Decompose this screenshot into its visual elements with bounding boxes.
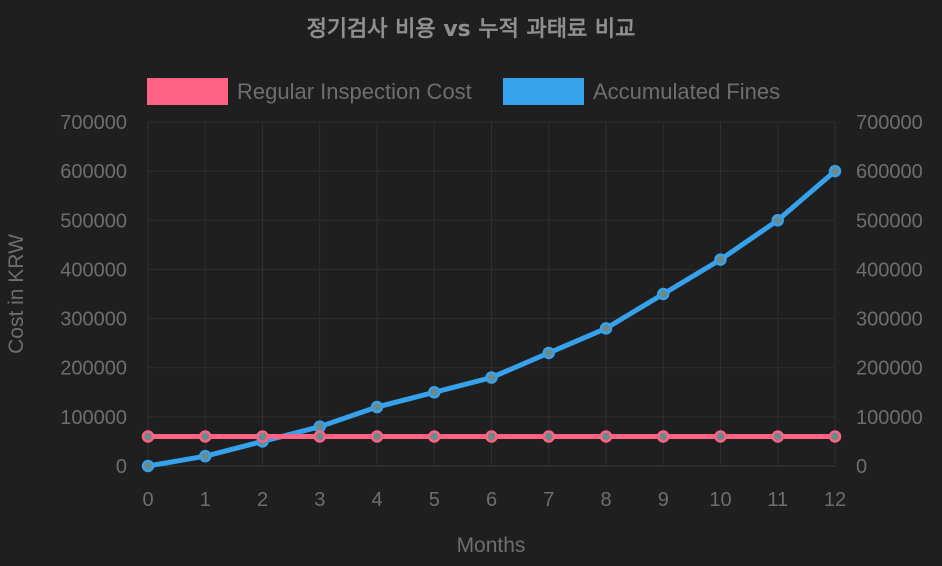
x-tick-label: 10 [709, 489, 731, 511]
data-point [771, 214, 784, 227]
legend-label: Regular Inspection Cost [237, 79, 472, 104]
y-tick-left-label: 500000 [60, 210, 127, 232]
grid-lines [147, 121, 836, 467]
y-tick-right-label: 400000 [856, 259, 923, 281]
y-axis-left: 0 100000 200000 300000 400000 500000 600000 700… [60, 112, 127, 478]
legend: Regular Inspection Cost Accumulated Fines [147, 78, 780, 105]
y-tick-right-label: 700000 [856, 112, 923, 134]
data-point [485, 371, 498, 384]
x-tick-label: 3 [314, 489, 325, 511]
y-tick-right-label: 300000 [856, 309, 923, 331]
data-point [542, 430, 555, 443]
data-point [141, 430, 155, 443]
data-point [428, 430, 441, 443]
y-axis-title: Cost in KRW [5, 234, 28, 354]
legend-swatch [503, 78, 584, 105]
y-tick-left-label: 200000 [60, 358, 127, 380]
y-tick-right-label: 600000 [856, 161, 923, 183]
data-point [428, 386, 441, 399]
x-axis-title: Months [457, 534, 526, 557]
data-point [370, 400, 384, 414]
data-point [313, 430, 326, 443]
y-tick-right-label: 100000 [856, 407, 923, 429]
x-tick-label: 4 [371, 489, 382, 511]
data-point [599, 430, 613, 443]
x-tick-label: 9 [658, 489, 669, 511]
data-point [599, 322, 613, 335]
y-tick-left-label: 300000 [60, 309, 127, 331]
y-tick-left-label: 600000 [60, 161, 127, 183]
x-tick-label: 8 [600, 489, 611, 511]
data-point [485, 430, 498, 443]
y-tick-right-label: 0 [856, 456, 867, 478]
y-tick-right-label: 200000 [856, 358, 923, 380]
data-point [256, 430, 269, 443]
y-tick-left-label: 100000 [60, 407, 127, 429]
x-tick-label: 1 [200, 489, 211, 511]
data-point [657, 287, 670, 301]
y-tick-left-label: 400000 [60, 259, 127, 281]
x-tick-label: 5 [429, 489, 440, 511]
data-point [542, 346, 555, 360]
data-point [657, 430, 670, 443]
data-point [313, 420, 326, 433]
data-point [828, 164, 842, 178]
x-axis: 0 1 2 3 4 5 6 7 8 9 10 11 12 [142, 489, 846, 511]
data-point [199, 430, 212, 443]
series-layer [141, 164, 842, 473]
data-point [828, 430, 842, 443]
x-tick-label: 12 [824, 489, 846, 511]
data-point [714, 253, 727, 266]
y-tick-left-label: 700000 [60, 112, 127, 134]
chart-title: 정기검사 비용 vs 누적 과태료 비교 [307, 17, 636, 42]
data-point [199, 449, 212, 463]
x-tick-label: 7 [543, 489, 554, 511]
x-tick-label: 2 [257, 489, 268, 511]
data-point [141, 459, 155, 473]
data-point [370, 430, 384, 443]
data-point [714, 430, 727, 443]
y-tick-left-label: 0 [116, 456, 127, 478]
y-tick-right-label: 500000 [856, 210, 923, 232]
x-tick-label: 11 [767, 489, 788, 511]
y-axis-right: 0 100000 200000 300000 400000 500000 600000 700… [856, 112, 923, 478]
legend-swatch [147, 78, 228, 105]
legend-label: Accumulated Fines [593, 79, 780, 104]
x-tick-label: 0 [142, 489, 153, 511]
x-tick-label: 6 [486, 489, 497, 511]
data-point [771, 430, 784, 443]
